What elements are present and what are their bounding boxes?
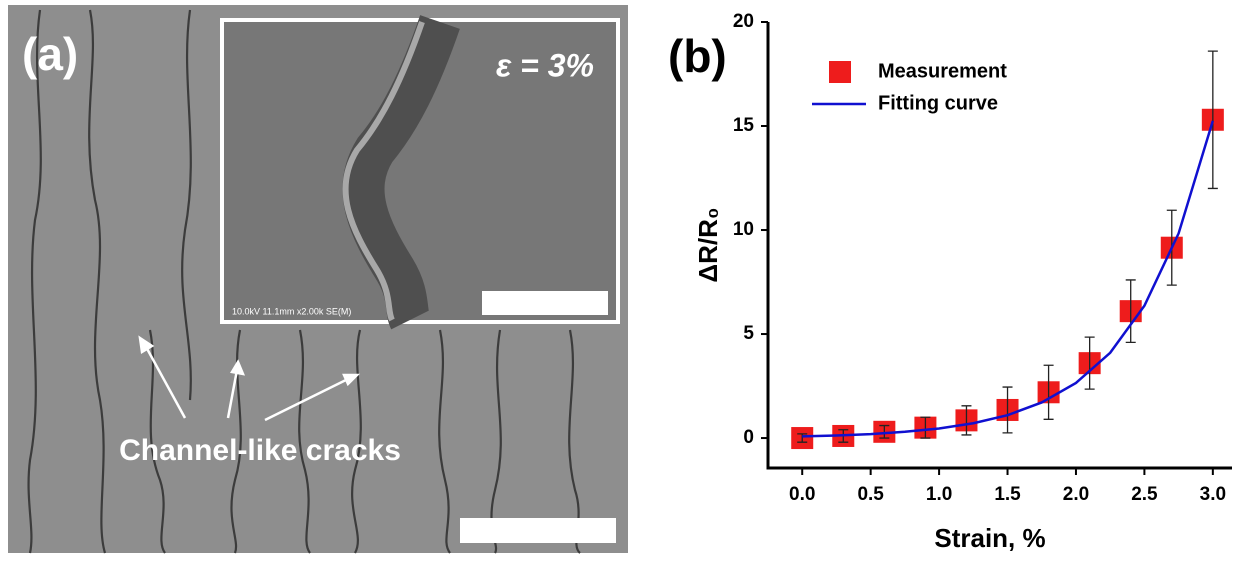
x-tick-label: 0.0 (789, 484, 815, 505)
x-tick-label: 3.0 (1200, 484, 1226, 505)
panel-label: (a) (22, 28, 78, 80)
inset-label: ε = 3% (496, 47, 594, 83)
x-tick-label: 2.5 (1131, 484, 1158, 505)
x-axis-label: Strain, % (934, 523, 1045, 553)
y-axis-label: ΔR/R₀ (693, 207, 723, 282)
x-tick-label: 1.5 (994, 484, 1021, 505)
inset-caption: 10.0kV 11.1mm x2.00k SE(M) (232, 306, 351, 316)
y-tick-label: 5 (743, 323, 754, 344)
x-tick-label: 1.0 (926, 484, 952, 505)
panel-label: (b) (668, 30, 727, 82)
y-tick-label: 15 (733, 115, 755, 136)
annotation: Channel-like cracks (119, 434, 401, 467)
legend-label: Fitting curve (878, 92, 998, 114)
sem-image: (a) ε = 3% 10.0kV 11.1mm x2.00k SE(M) Ch… (8, 5, 628, 553)
y-tick-label: 10 (733, 219, 754, 240)
y-tick-label: 20 (733, 11, 754, 32)
y-tick-label: 0 (743, 427, 754, 448)
x-tick-label: 0.5 (857, 484, 884, 505)
legend-label: Measurement (878, 60, 1007, 82)
x-tick-label: 2.0 (1063, 484, 1089, 505)
chart: (b) Strain, % ΔR/R₀ 0.0 0.5 1.0 1.5 2.0 2.5 3.… (668, 11, 1232, 553)
legend-marker (829, 61, 851, 83)
figure: (a) ε = 3% 10.0kV 11.1mm x2.00k SE(M) Ch… (0, 0, 1243, 558)
